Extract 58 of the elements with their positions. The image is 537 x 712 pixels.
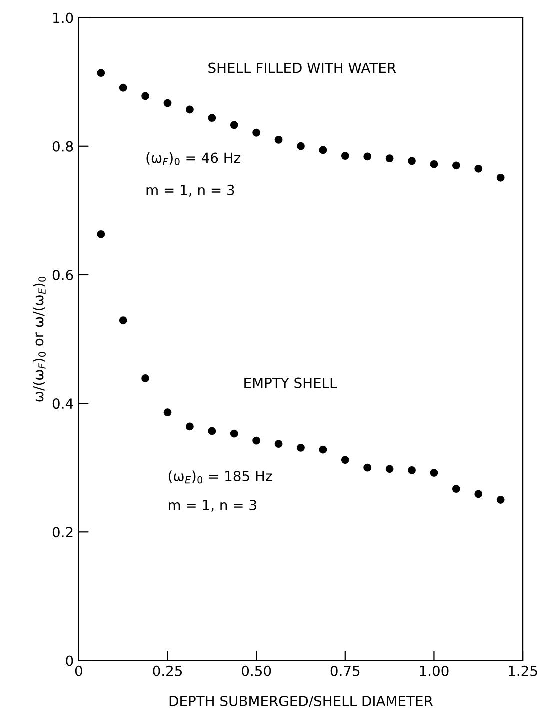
- x-axis-title: DEPTH SUBMERGED/SHELL DIAMETER: [170, 696, 434, 708]
- annotation: SHELL FILLED WITH WATER: [208, 62, 396, 74]
- point: [97, 69, 106, 78]
- point: [119, 316, 128, 325]
- point: [252, 436, 261, 445]
- x-tick-label: 0: [75, 666, 82, 676]
- point: [97, 230, 106, 238]
- point: [364, 152, 372, 161]
- point: [364, 464, 372, 472]
- y-tick-label: 1.0: [54, 12, 74, 24]
- point: [452, 485, 460, 494]
- point: [230, 430, 238, 438]
- y-tick-label: 0: [66, 656, 74, 666]
- point: [496, 174, 505, 182]
- point: [341, 456, 350, 464]
- point: [474, 164, 483, 173]
- x-tick-label: 0.50: [242, 666, 272, 676]
- point: [274, 136, 283, 144]
- point: [297, 142, 305, 150]
- point: [474, 490, 483, 498]
- y-tick-label: 0.2: [52, 527, 73, 538]
- x-tick-label: 1.00: [420, 666, 449, 676]
- point: [452, 162, 460, 170]
- annotation: EMPTY SHELL: [244, 378, 338, 388]
- annotation: m = 1, n = 3: [169, 500, 256, 512]
- point: [208, 427, 216, 436]
- point: [297, 444, 305, 452]
- annotation: m = 1, n = 3: [146, 184, 234, 197]
- point: [319, 446, 328, 454]
- point: [230, 121, 238, 130]
- point: [119, 84, 128, 92]
- point: [386, 465, 394, 474]
- y-tick-label: 0.6: [52, 270, 74, 280]
- x-tick-label: 1.25: [509, 666, 537, 676]
- point: [142, 374, 150, 382]
- point: [386, 154, 394, 163]
- x-tick-label: 0.75: [330, 666, 360, 676]
- point: [408, 466, 416, 474]
- point: [164, 408, 172, 417]
- point: [186, 422, 194, 431]
- y-tick-label: 0.4: [52, 398, 74, 410]
- point: [164, 99, 172, 108]
- point: [496, 496, 505, 504]
- point: [408, 157, 416, 166]
- point: [319, 146, 328, 154]
- point: [186, 106, 194, 114]
- point: [208, 114, 216, 122]
- point: [252, 128, 261, 137]
- point: [274, 440, 283, 448]
- point: [341, 152, 350, 160]
- point: [142, 92, 150, 100]
- y-axis-title: ω/(ω$_{F}$)$_{0}$ or ω/(ω$_{E}$)$_{0}$: [32, 276, 46, 402]
- annotation: (ω$_{F}$)$_{0}$ = 46 Hz: [146, 152, 241, 166]
- annotation: (ω$_{E}$)$_{0}$ = 185 Hz: [168, 470, 272, 484]
- point: [430, 160, 438, 168]
- x-tick-label: 0.25: [153, 666, 182, 676]
- point: [430, 469, 438, 477]
- y-tick-label: 0.8: [52, 141, 74, 152]
